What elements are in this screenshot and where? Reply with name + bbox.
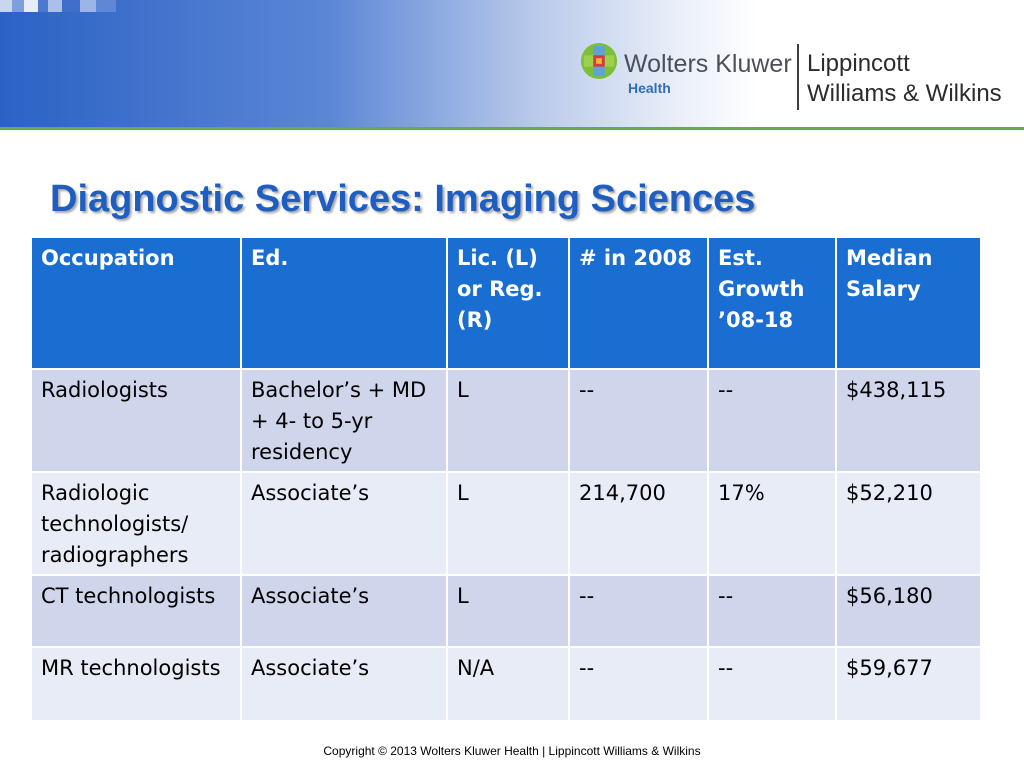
table-row: Radiologists Bachelor’s + MD + 4- to 5-y… — [30, 368, 982, 473]
table-cell: -- — [568, 368, 709, 473]
wolters-kluwer-wordmark: Wolters Kluwer — [624, 50, 792, 78]
header-rule — [0, 127, 1024, 130]
header-square — [80, 0, 96, 12]
table-cell: Associate’s — [240, 471, 448, 576]
table-cell: $56,180 — [835, 574, 982, 648]
column-header-education: Ed. — [240, 236, 448, 370]
table-cell: Radiologic technologists/ radiographers — [30, 471, 242, 576]
column-header-count-2008: # in 2008 — [568, 236, 709, 370]
table-cell: Associate’s — [240, 574, 448, 648]
header-square — [48, 0, 62, 12]
table-cell: 17% — [707, 471, 837, 576]
table-cell: Radiologists — [30, 368, 242, 473]
table-cell: MR technologists — [30, 646, 242, 722]
header-square — [0, 0, 12, 12]
lww-wordmark-line2: Williams & Wilkins — [807, 80, 1002, 107]
copyright-footer: Copyright © 2013 Wolters Kluwer Health |… — [323, 744, 701, 758]
table-cell: -- — [707, 368, 837, 473]
column-header-licensure: Lic. (L) or Reg. (R) — [446, 236, 570, 370]
table-cell: CT technologists — [30, 574, 242, 648]
table-cell: -- — [568, 646, 709, 722]
table-cell: $52,210 — [835, 471, 982, 576]
table-cell: $59,677 — [835, 646, 982, 722]
occupation-table: Occupation Ed. Lic. (L) or Reg. (R) # in… — [30, 236, 982, 722]
table-cell: L — [446, 574, 570, 648]
column-header-median-salary: Median Salary — [835, 236, 982, 370]
column-header-occupation: Occupation — [30, 236, 242, 370]
table-cell: Associate’s — [240, 646, 448, 722]
header-square — [24, 0, 38, 12]
header-square — [62, 0, 80, 12]
slide-title: Diagnostic Services: Imaging Sciences — [50, 178, 756, 220]
table-cell: 214,700 — [568, 471, 709, 576]
table-row: MR technologists Associate’s N/A -- -- $… — [30, 646, 982, 722]
logo-divider — [797, 44, 799, 110]
header-banner: Wolters Kluwer Health Lippincott William… — [0, 0, 1024, 128]
wolters-kluwer-logo-icon — [580, 42, 618, 80]
header-square — [96, 0, 116, 12]
table-cell: Bachelor’s + MD + 4- to 5-yr residency — [240, 368, 448, 473]
wolters-kluwer-health-label: Health — [628, 80, 671, 96]
column-header-growth: Est. Growth ’08-18 — [707, 236, 837, 370]
table-cell: $438,115 — [835, 368, 982, 473]
table-cell: L — [446, 368, 570, 473]
lww-wordmark-line1: Lippincott — [807, 50, 910, 77]
table-cell: -- — [707, 574, 837, 648]
table-header-row: Occupation Ed. Lic. (L) or Reg. (R) # in… — [30, 236, 982, 370]
table-cell: L — [446, 471, 570, 576]
table-row: Radiologic technologists/ radiographers … — [30, 471, 982, 576]
table-row: CT technologists Associate’s L -- -- $56… — [30, 574, 982, 648]
header-square — [12, 0, 24, 12]
header-square — [38, 0, 48, 12]
table-cell: -- — [707, 646, 837, 722]
table-cell: N/A — [446, 646, 570, 722]
table-cell: -- — [568, 574, 709, 648]
